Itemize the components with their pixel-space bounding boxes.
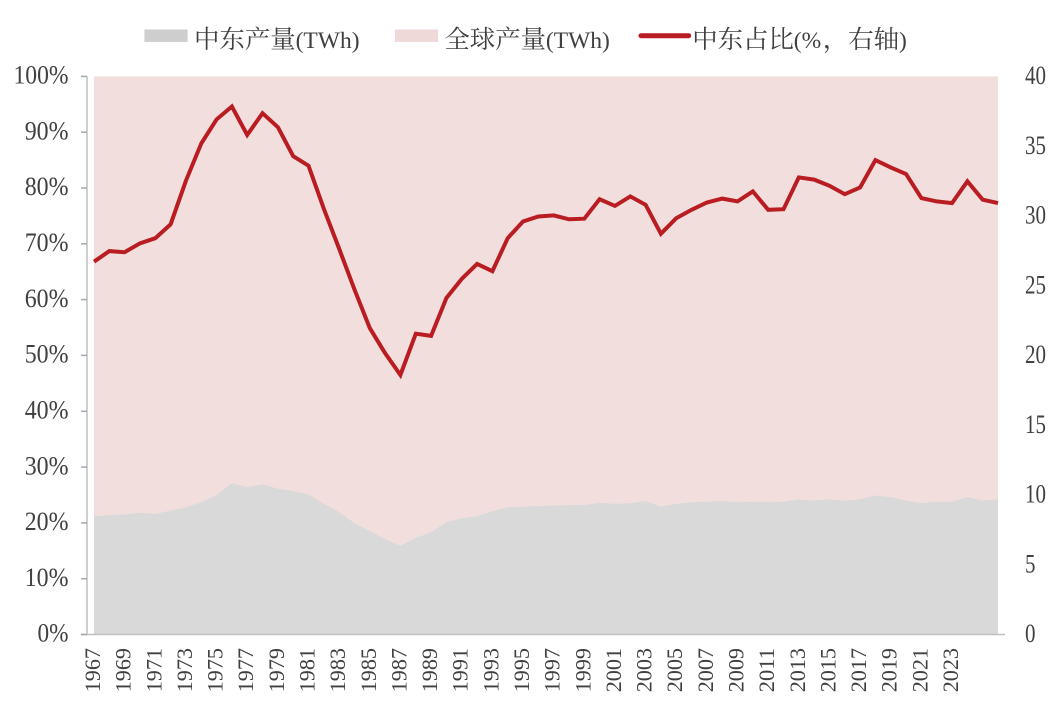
svg-text:1987: 1987 — [386, 648, 411, 692]
svg-text:70%: 70% — [25, 228, 69, 257]
svg-text:2001: 2001 — [601, 648, 626, 692]
svg-text:30%: 30% — [25, 451, 69, 480]
svg-text:1983: 1983 — [325, 648, 350, 692]
svg-text:15: 15 — [1025, 410, 1046, 439]
svg-text:1973: 1973 — [172, 648, 197, 692]
svg-text:1985: 1985 — [356, 648, 381, 692]
svg-text:1999: 1999 — [570, 648, 595, 692]
svg-text:(%: (% — [794, 28, 821, 54]
svg-text:1977: 1977 — [233, 648, 258, 692]
svg-text:1981: 1981 — [295, 648, 320, 692]
svg-text:1993: 1993 — [478, 648, 503, 692]
svg-text:10%: 10% — [25, 563, 69, 592]
svg-text:(TWh): (TWh) — [296, 28, 360, 54]
svg-text:0: 0 — [1025, 619, 1036, 648]
svg-text:50%: 50% — [25, 340, 69, 369]
svg-text:2023: 2023 — [938, 648, 963, 692]
svg-text:60%: 60% — [25, 284, 69, 313]
svg-text:1975: 1975 — [203, 648, 228, 692]
svg-text:2013: 2013 — [785, 648, 810, 692]
svg-text:2017: 2017 — [846, 648, 871, 692]
svg-text:1991: 1991 — [448, 648, 473, 692]
svg-text:1971: 1971 — [141, 648, 166, 692]
svg-text:1969: 1969 — [111, 648, 136, 692]
svg-text:1979: 1979 — [264, 648, 289, 692]
svg-text:40%: 40% — [25, 396, 69, 425]
svg-text:2007: 2007 — [693, 648, 718, 692]
svg-text:100%: 100% — [14, 61, 69, 90]
svg-text:2015: 2015 — [816, 648, 841, 692]
svg-text:10: 10 — [1025, 480, 1046, 509]
svg-text:1989: 1989 — [417, 648, 442, 692]
svg-text:20%: 20% — [25, 507, 69, 536]
svg-text:0%: 0% — [38, 619, 69, 648]
svg-text:1967: 1967 — [80, 648, 105, 692]
svg-text:20: 20 — [1025, 340, 1046, 369]
svg-text:35: 35 — [1025, 131, 1046, 160]
svg-text:): ) — [899, 28, 907, 54]
svg-text:2021: 2021 — [907, 648, 932, 692]
svg-text:90%: 90% — [25, 116, 69, 145]
svg-text:2003: 2003 — [632, 648, 657, 692]
svg-text:80%: 80% — [25, 172, 69, 201]
svg-text:25: 25 — [1025, 270, 1046, 299]
svg-text:2011: 2011 — [754, 648, 779, 692]
svg-text:2009: 2009 — [724, 648, 749, 692]
svg-text:2005: 2005 — [662, 648, 687, 692]
svg-text:5: 5 — [1025, 549, 1036, 578]
svg-text:2019: 2019 — [877, 648, 902, 692]
svg-text:1997: 1997 — [540, 648, 565, 692]
svg-text:1995: 1995 — [509, 648, 534, 692]
svg-text:40: 40 — [1025, 61, 1046, 90]
svg-text:30: 30 — [1025, 201, 1046, 230]
svg-text:(TWh): (TWh) — [546, 28, 610, 54]
